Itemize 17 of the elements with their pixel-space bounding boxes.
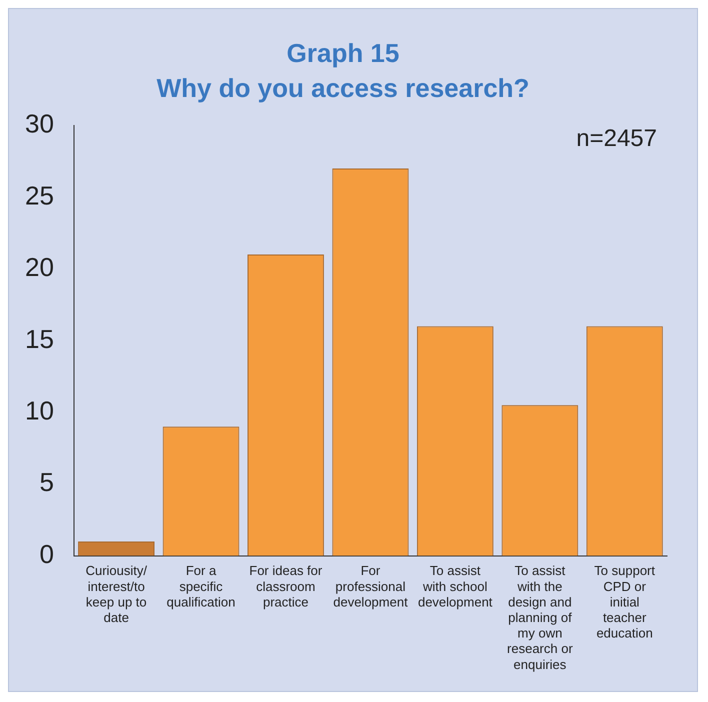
x-tick-label: To assist with school development [418, 563, 493, 610]
y-tick-label: 30 [25, 108, 54, 139]
x-tick-label: Curiousity/ interest/to keep up to date [86, 563, 148, 625]
y-tick-label: 0 [39, 538, 54, 569]
x-tick-label: To assist with the design and planning of my own research or enquiries [507, 563, 574, 672]
x-tick-label: For professional development [333, 563, 408, 610]
y-tick-label: 5 [39, 467, 54, 498]
y-tick-label: 25 [25, 180, 54, 210]
y-tick-label: 15 [25, 324, 54, 354]
y-tick-label: 20 [25, 252, 54, 282]
x-tick-label: For ideas for classroom practice [249, 563, 323, 610]
annotation: n=2457 [576, 125, 657, 152]
x-tick-label: For a specific qualification [166, 563, 236, 610]
x-tick-label: To support CPD or initial teacher education [594, 563, 656, 641]
chart-subtitle: Why do you access research? [156, 72, 530, 103]
y-tick-label: 10 [25, 396, 54, 426]
chart-title: Graph 15 [286, 38, 400, 68]
